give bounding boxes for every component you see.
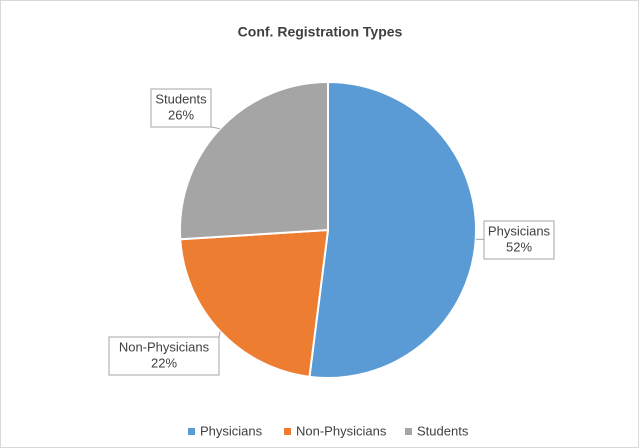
label-box [108,336,220,376]
legend-swatch [284,428,291,435]
legend-swatch [188,428,195,435]
label-category: Non-Physicians [119,339,210,354]
legend-label: Students [417,423,469,438]
label-value: 26% [168,107,194,122]
legend-label: Non-Physicians [296,423,387,438]
leader-line [210,126,221,130]
legend-label: Physicians [200,423,263,438]
label-box [483,220,555,260]
pie-slice [179,228,330,378]
label-category: Physicians [488,223,551,238]
legend-swatch [405,428,412,435]
leader-line [218,331,221,338]
chart-title: Conf. Registration Types [238,24,403,40]
label-category: Students [155,91,207,106]
label-value: 22% [151,355,177,370]
label-value: 52% [506,239,532,254]
label-box [150,88,212,128]
